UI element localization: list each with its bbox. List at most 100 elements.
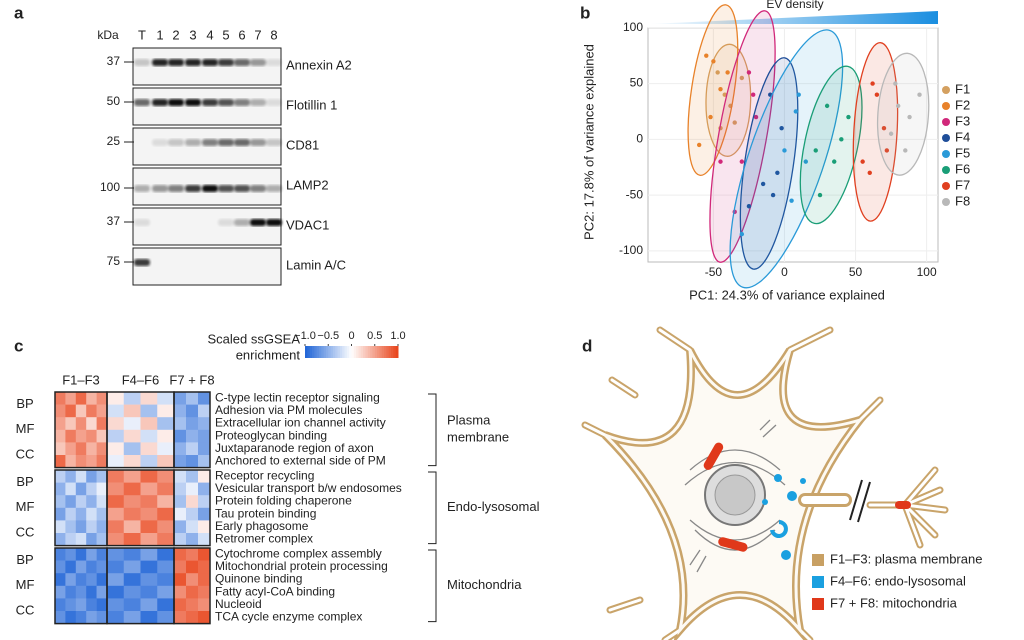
heatmap-cell [86,585,97,599]
heatmap-cell [86,560,97,574]
heatmap-cell [75,573,87,587]
blot-band [234,219,250,226]
heatmap-cell [107,429,125,443]
heatmap-cell [86,520,97,534]
blot-band [185,139,201,146]
blot-band [218,139,234,146]
heatmap-cell [174,455,187,468]
ontology-label: CC [16,524,35,539]
heatmap-cell [123,520,141,534]
heatmap-cell [140,417,158,431]
scatter-point [708,114,713,120]
panel-label: b [580,3,590,22]
heatmap-cell [174,598,187,612]
heatmap-cell [123,548,141,561]
y-axis-label: PC2: 17.8% of variance explained [581,44,596,240]
heatmap-cell [65,470,77,483]
scatter-point [760,181,766,187]
heatmap-cell [75,470,87,483]
blot-band [134,185,150,192]
legend-swatch [942,198,950,206]
heatmap-cell [157,507,175,521]
heatmap-cell [75,585,87,599]
blot-band [152,99,168,106]
term-label: Receptor recycling [215,468,314,482]
blot-band [152,139,168,146]
heatmap-cell [157,585,175,599]
heatmap-cell [75,520,87,534]
blot-band [250,139,266,146]
term-label: Vesicular transport b/w endosomes [215,481,402,495]
scatter-point [817,192,823,198]
y-tick-label: 0 [636,131,643,145]
heatmap-cell [65,560,77,574]
heatmap-cell [55,548,66,561]
kda-label: 50 [107,94,121,108]
heatmap-cell [75,495,87,509]
blot-band [250,185,266,192]
legend-swatch [942,134,950,142]
heatmap-cell [186,442,199,456]
colorbar-step [328,346,332,358]
heatmap-cell [174,520,187,534]
kda-header: kDa [97,28,119,42]
colorbar-step [360,346,364,358]
term-label: Quinone binding [215,572,302,586]
colorbar-title: Scaled ssGSEA [208,331,301,346]
heatmap-cell [107,598,125,612]
heatmap-cell [86,611,97,624]
block-label: Mitochondria [447,577,522,592]
scatter-point [782,148,787,153]
heatmap-cell [157,404,175,418]
heatmap-cell [174,442,187,456]
heatmap-cell [123,560,141,574]
scatter-point [725,70,730,75]
blot-band [266,185,282,192]
colorbar-step [386,346,390,358]
heatmap-cell [174,585,187,599]
heatmap-cell [140,455,158,468]
ontology-label: MF [16,499,35,514]
heatmap-cell [65,482,77,496]
heatmap-cell [65,392,77,405]
colorbar-tick-label: 0.5 [367,330,382,342]
term-label: Proteoglycan binding [215,428,327,442]
scatter-point [750,92,756,97]
term-label: TCA cycle enzyme complex [215,609,362,623]
scatter-point [903,148,908,153]
heatmap-cell [186,573,199,587]
heatmap-cell [198,442,211,456]
lane-label: T [138,27,146,42]
scatter-point [789,198,794,203]
heatmap-cell [186,417,199,431]
heatmap-cell [186,482,199,496]
heatmap-cell [140,404,158,418]
blot-row-label: VDAC1 [286,217,329,232]
heatmap-cell [55,598,66,612]
heatmap-cell [75,404,87,418]
heatmap-cell [157,611,175,624]
ontology-label: BP [16,552,33,567]
heatmap-cell [186,611,199,624]
ontology-label: BP [16,474,33,489]
blot-band [218,219,234,226]
heatmap-cell [123,470,141,483]
legend-swatch [942,166,950,174]
scatter-point [746,204,752,209]
panel-label: a [14,3,24,22]
legend-swatch [942,86,950,94]
heatmap-cell [107,507,125,521]
heatmap-cell [186,429,199,443]
block-label: Endo-lysosomal [447,499,540,514]
heatmap-cell [157,429,175,443]
y-tick-label: -100 [619,243,643,257]
heatmap-cell [75,417,87,431]
heatmap-cell [157,482,175,496]
heatmap-cell [157,455,175,468]
heatmap-cell [65,429,77,443]
term-label: Cytochrome complex assembly [215,546,382,560]
legend-swatch [942,182,950,190]
blot-band [234,99,250,106]
heatmap-cell [186,598,199,612]
heatmap-cell [107,533,125,546]
